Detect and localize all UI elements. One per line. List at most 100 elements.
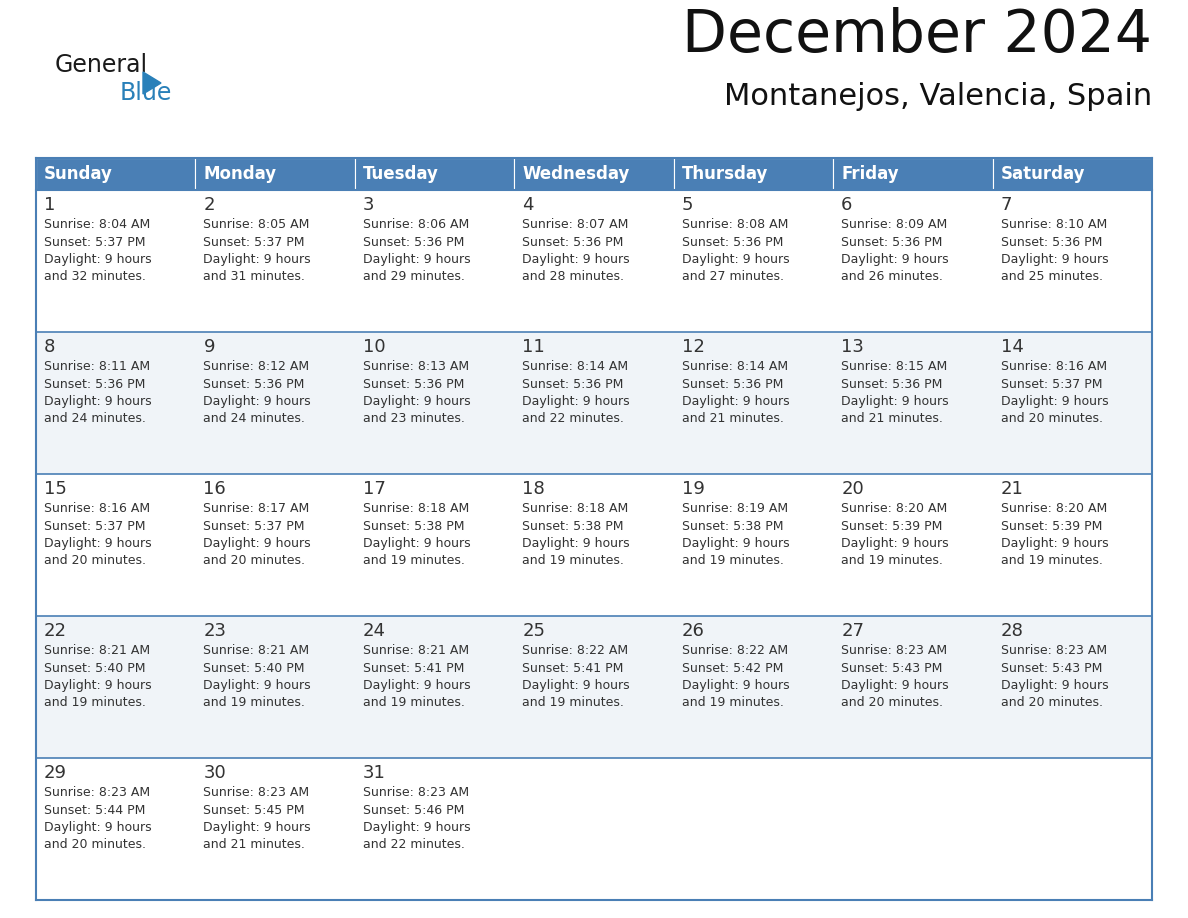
Text: Sunrise: 8:05 AM: Sunrise: 8:05 AM (203, 218, 310, 231)
Text: Sunrise: 8:07 AM: Sunrise: 8:07 AM (523, 218, 628, 231)
Text: Sunset: 5:36 PM: Sunset: 5:36 PM (523, 236, 624, 249)
Text: and 20 minutes.: and 20 minutes. (841, 697, 943, 710)
Text: Sunrise: 8:23 AM: Sunrise: 8:23 AM (44, 786, 150, 799)
Bar (833, 158, 992, 190)
Text: Sunrise: 8:23 AM: Sunrise: 8:23 AM (1000, 644, 1107, 657)
Text: Sunrise: 8:10 AM: Sunrise: 8:10 AM (1000, 218, 1107, 231)
Bar (992, 190, 1152, 332)
Bar (514, 190, 674, 332)
Text: Daylight: 9 hours: Daylight: 9 hours (362, 395, 470, 408)
Text: Sunset: 5:36 PM: Sunset: 5:36 PM (44, 377, 145, 390)
Text: Sunset: 5:43 PM: Sunset: 5:43 PM (841, 662, 942, 675)
Bar (355, 616, 514, 758)
Bar (992, 616, 1152, 758)
Text: 28: 28 (1000, 622, 1023, 640)
Bar (355, 158, 514, 190)
Text: and 21 minutes.: and 21 minutes. (203, 838, 305, 852)
Text: 24: 24 (362, 622, 386, 640)
Text: Sunset: 5:43 PM: Sunset: 5:43 PM (1000, 662, 1102, 675)
Text: Sunrise: 8:06 AM: Sunrise: 8:06 AM (362, 218, 469, 231)
Text: Montanejos, Valencia, Spain: Montanejos, Valencia, Spain (723, 82, 1152, 111)
Text: Daylight: 9 hours: Daylight: 9 hours (44, 253, 152, 266)
Text: Sunrise: 8:20 AM: Sunrise: 8:20 AM (841, 502, 947, 515)
Text: 19: 19 (682, 480, 704, 498)
Text: Sunrise: 8:23 AM: Sunrise: 8:23 AM (362, 786, 469, 799)
Text: Saturday: Saturday (1000, 165, 1085, 183)
Text: Sunset: 5:38 PM: Sunset: 5:38 PM (523, 520, 624, 532)
Text: and 19 minutes.: and 19 minutes. (523, 554, 624, 567)
Bar (196, 474, 355, 616)
Text: Daylight: 9 hours: Daylight: 9 hours (523, 395, 630, 408)
Text: Sunrise: 8:20 AM: Sunrise: 8:20 AM (1000, 502, 1107, 515)
Text: Daylight: 9 hours: Daylight: 9 hours (1000, 537, 1108, 550)
Text: Daylight: 9 hours: Daylight: 9 hours (203, 537, 311, 550)
Text: Daylight: 9 hours: Daylight: 9 hours (841, 253, 949, 266)
Text: Sunday: Sunday (44, 165, 113, 183)
Bar (355, 190, 514, 332)
Text: Sunset: 5:46 PM: Sunset: 5:46 PM (362, 803, 465, 816)
Text: and 31 minutes.: and 31 minutes. (203, 271, 305, 284)
Bar (355, 474, 514, 616)
Text: Sunset: 5:37 PM: Sunset: 5:37 PM (203, 520, 305, 532)
Text: 1: 1 (44, 196, 56, 214)
Bar (36, 190, 196, 332)
Text: Sunrise: 8:21 AM: Sunrise: 8:21 AM (203, 644, 310, 657)
Text: 16: 16 (203, 480, 226, 498)
Text: and 19 minutes.: and 19 minutes. (523, 697, 624, 710)
Text: and 19 minutes.: and 19 minutes. (362, 697, 465, 710)
Text: Sunrise: 8:23 AM: Sunrise: 8:23 AM (841, 644, 947, 657)
Text: Tuesday: Tuesday (362, 165, 438, 183)
Text: 20: 20 (841, 480, 864, 498)
Text: 30: 30 (203, 764, 226, 782)
Text: Sunrise: 8:04 AM: Sunrise: 8:04 AM (44, 218, 150, 231)
Text: 13: 13 (841, 338, 864, 356)
Text: Daylight: 9 hours: Daylight: 9 hours (362, 253, 470, 266)
Bar (514, 332, 674, 474)
Text: Daylight: 9 hours: Daylight: 9 hours (682, 679, 789, 692)
Bar (674, 158, 833, 190)
Bar (833, 190, 992, 332)
Text: Daylight: 9 hours: Daylight: 9 hours (362, 537, 470, 550)
Text: Sunrise: 8:12 AM: Sunrise: 8:12 AM (203, 360, 310, 373)
Bar (514, 616, 674, 758)
Text: Sunset: 5:40 PM: Sunset: 5:40 PM (203, 662, 305, 675)
Bar (674, 758, 833, 900)
Text: and 21 minutes.: and 21 minutes. (841, 412, 943, 426)
Text: 23: 23 (203, 622, 227, 640)
Text: and 32 minutes.: and 32 minutes. (44, 271, 146, 284)
Text: Friday: Friday (841, 165, 899, 183)
Text: Sunrise: 8:21 AM: Sunrise: 8:21 AM (362, 644, 469, 657)
Text: and 22 minutes.: and 22 minutes. (362, 838, 465, 852)
Text: 11: 11 (523, 338, 545, 356)
Text: 10: 10 (362, 338, 385, 356)
Text: Sunset: 5:36 PM: Sunset: 5:36 PM (841, 236, 942, 249)
Text: Daylight: 9 hours: Daylight: 9 hours (44, 395, 152, 408)
Text: and 22 minutes.: and 22 minutes. (523, 412, 624, 426)
Text: Sunset: 5:37 PM: Sunset: 5:37 PM (203, 236, 305, 249)
Text: and 20 minutes.: and 20 minutes. (44, 554, 146, 567)
Bar (674, 474, 833, 616)
Text: Sunset: 5:36 PM: Sunset: 5:36 PM (523, 377, 624, 390)
Text: and 20 minutes.: and 20 minutes. (44, 838, 146, 852)
Text: Sunset: 5:36 PM: Sunset: 5:36 PM (1000, 236, 1102, 249)
Bar (514, 158, 674, 190)
Bar (355, 758, 514, 900)
Text: and 25 minutes.: and 25 minutes. (1000, 271, 1102, 284)
Text: Sunrise: 8:14 AM: Sunrise: 8:14 AM (523, 360, 628, 373)
Bar (196, 190, 355, 332)
Text: 9: 9 (203, 338, 215, 356)
Text: Sunset: 5:40 PM: Sunset: 5:40 PM (44, 662, 145, 675)
Bar (196, 158, 355, 190)
Bar (833, 616, 992, 758)
Bar (36, 158, 196, 190)
Bar (833, 332, 992, 474)
Text: Wednesday: Wednesday (523, 165, 630, 183)
Bar (196, 616, 355, 758)
Text: Sunset: 5:41 PM: Sunset: 5:41 PM (523, 662, 624, 675)
Text: Sunset: 5:39 PM: Sunset: 5:39 PM (841, 520, 942, 532)
Bar (992, 758, 1152, 900)
Text: Daylight: 9 hours: Daylight: 9 hours (362, 679, 470, 692)
Bar (355, 332, 514, 474)
Text: and 26 minutes.: and 26 minutes. (841, 271, 943, 284)
Text: and 19 minutes.: and 19 minutes. (682, 554, 784, 567)
